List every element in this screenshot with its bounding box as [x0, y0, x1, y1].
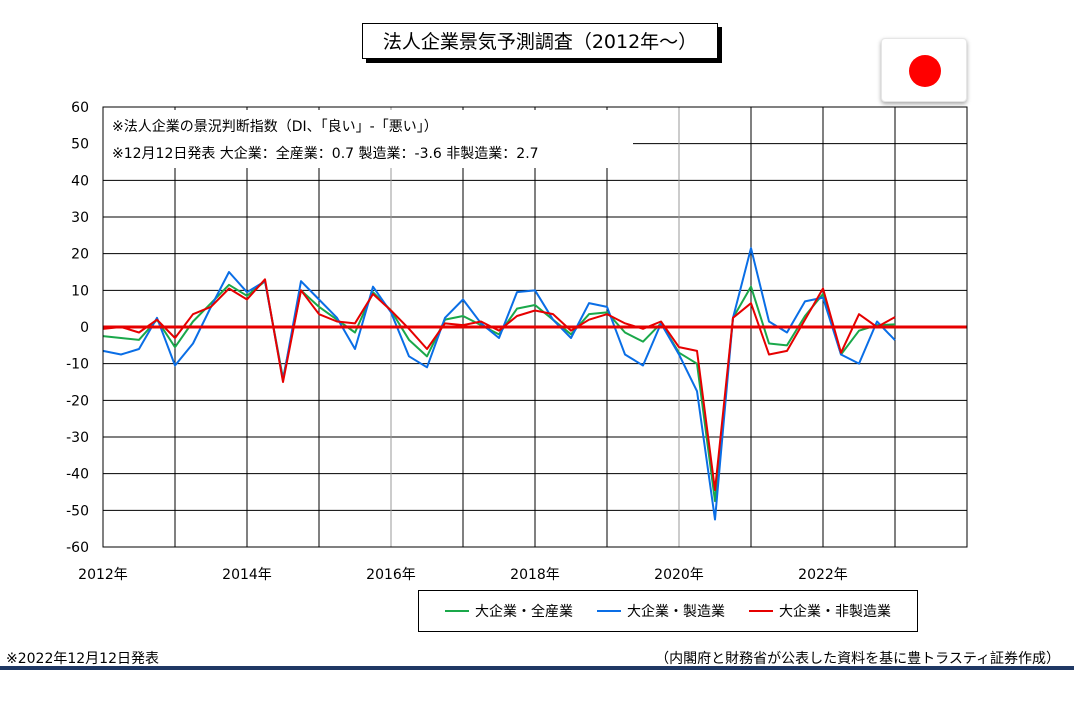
- chart-series: [102, 247, 967, 521]
- bottom-rule: [0, 666, 1074, 670]
- x-tick-label: 2016年: [366, 567, 416, 583]
- y-tick-label: 10: [71, 283, 89, 299]
- x-axis-tick-labels: 2012年 2014年 2016年 2018年 2020年 2022年: [78, 567, 848, 583]
- legend-label-all-industries: 大企業・全産業: [475, 604, 573, 620]
- japan-flag-icon: [881, 38, 967, 102]
- series-line-non-manufacturing: [102, 278, 896, 492]
- chart-legend: 大企業・全産業 大企業・製造業 大企業・非製造業: [418, 590, 918, 632]
- release-date-note: ※2022年12月12日発表: [6, 651, 159, 667]
- legend-label-manufacturing: 大企業・製造業: [627, 604, 725, 620]
- y-tick-label: -10: [66, 357, 89, 373]
- y-tick-label: -20: [66, 393, 89, 409]
- y-tick-label: 50: [71, 137, 89, 153]
- x-tick-label: 2020年: [654, 567, 704, 583]
- plot-area-border: [102, 106, 968, 548]
- series-line-manufacturing: [102, 247, 896, 521]
- y-tick-label: -40: [66, 467, 89, 483]
- legend-swatch-non-manufacturing: [749, 610, 773, 612]
- legend-swatch-manufacturing: [597, 610, 621, 612]
- y-tick-label: 20: [71, 247, 89, 263]
- y-tick-label: 40: [71, 173, 89, 189]
- legend-swatch-all-industries: [445, 610, 469, 612]
- annotation-line-2: ※12月12日発表 大企業：全産業：0.7 製造業：-3.6 非製造業：2.7: [112, 145, 539, 162]
- legend-label-non-manufacturing: 大企業・非製造業: [779, 604, 891, 620]
- y-tick-label: 0: [80, 320, 89, 336]
- x-tick-label: 2012年: [78, 567, 128, 583]
- legend-item-all-industries: 大企業・全産業: [445, 601, 573, 621]
- legend-item-non-manufacturing: 大企業・非製造業: [749, 601, 891, 621]
- y-tick-label: 30: [71, 210, 89, 226]
- x-tick-label: 2022年: [798, 567, 848, 583]
- y-tick-label: -50: [66, 503, 89, 519]
- source-note: （内閣府と財務省が公表した資料を基に豊トラスティ証券作成）: [655, 651, 1060, 667]
- y-tick-label: -30: [66, 430, 89, 446]
- legend-item-manufacturing: 大企業・製造業: [597, 601, 725, 621]
- chart-title: 法人企業景気予測調査（2012年～）: [362, 23, 718, 59]
- annotation-line-1: ※法人企業の景況判断指数（DI、「良い」-「悪い」）: [112, 118, 438, 135]
- x-tick-label: 2018年: [510, 567, 560, 583]
- series-line-all-industries: [102, 280, 896, 503]
- x-tick-label: 2014年: [222, 567, 272, 583]
- y-tick-label: -60: [66, 540, 89, 556]
- annotation-background: [103, 110, 633, 168]
- y-axis-tick-labels: 60 50 40 30 20 10 0 -10 -20 -30 -40 -50 -60: [66, 100, 89, 556]
- y-tick-label: 60: [71, 100, 89, 116]
- flag-red-disc: [909, 55, 941, 87]
